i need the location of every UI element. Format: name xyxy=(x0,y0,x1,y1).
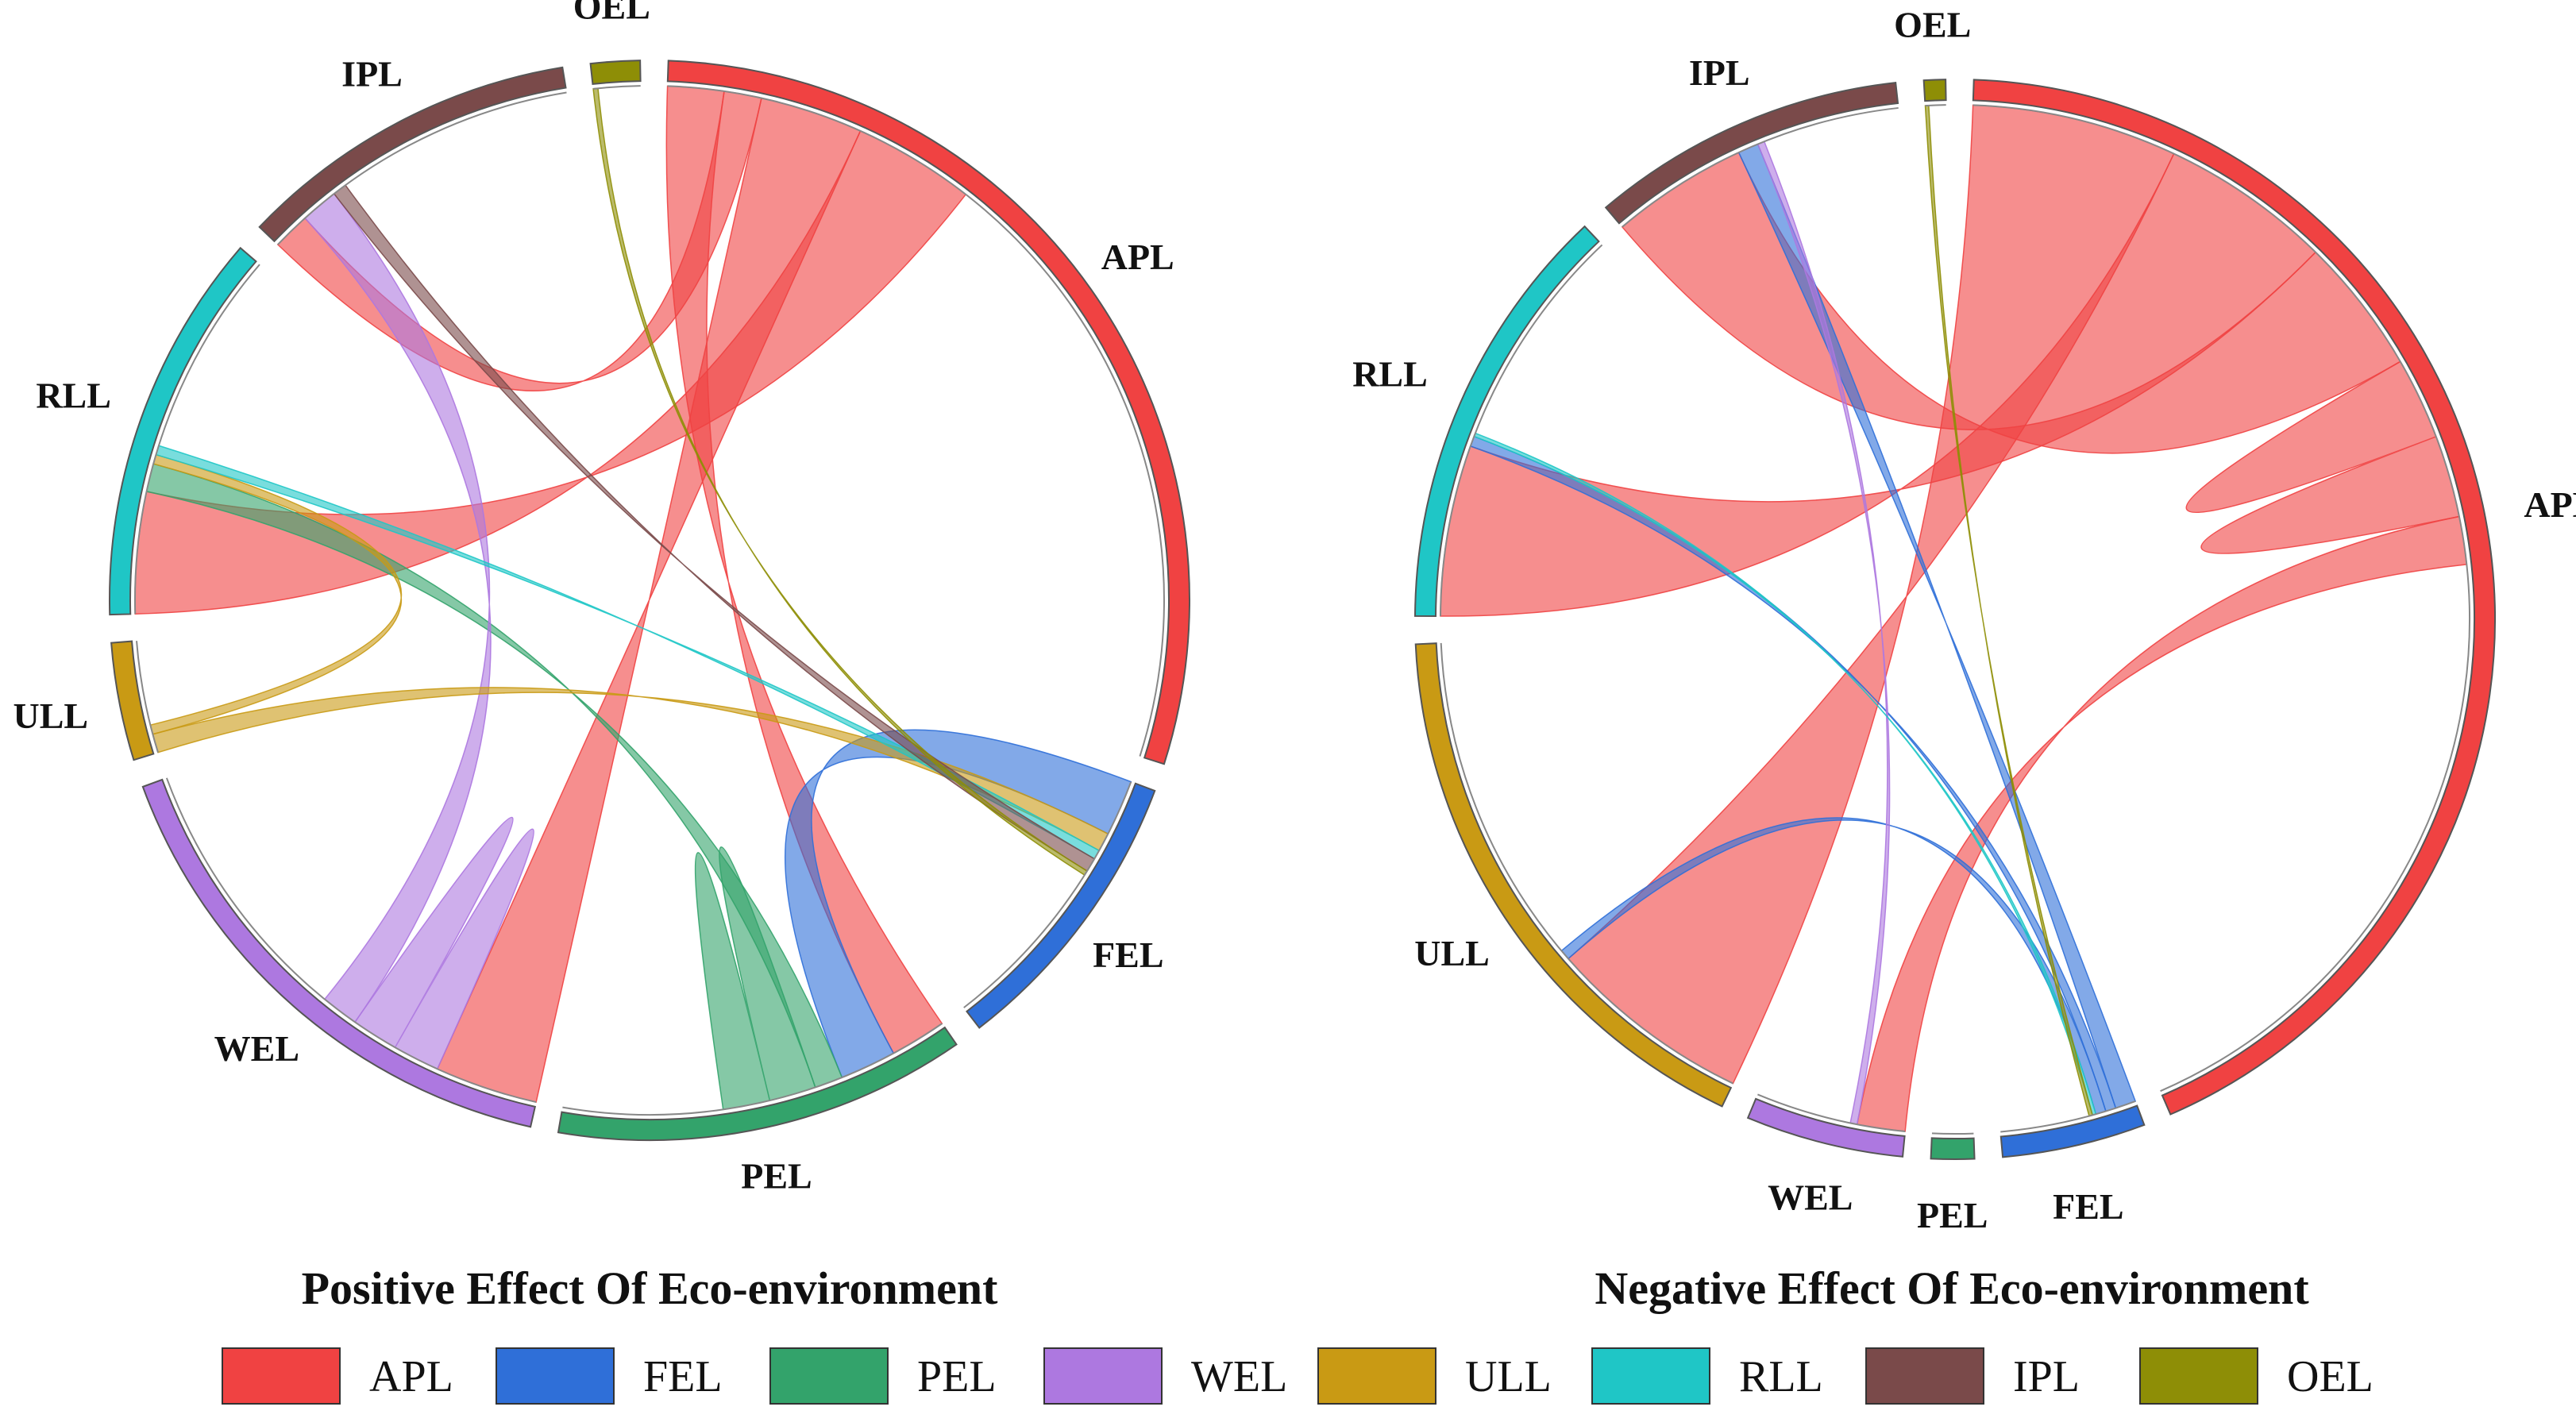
arc-apl xyxy=(666,60,1190,765)
ribbon-apl-rll xyxy=(134,129,967,615)
arc-oel xyxy=(1922,79,1947,102)
arc-ipl xyxy=(1604,82,1899,225)
arc-track-fel xyxy=(2000,1100,2136,1133)
segment-label-rll: RLL xyxy=(36,376,111,416)
arc-track-rll xyxy=(1440,244,1603,617)
legend-label-rll: RLL xyxy=(1739,1352,1823,1401)
arc-track-ipl xyxy=(277,91,567,245)
legend-swatch-oel xyxy=(2139,1347,2258,1405)
arc-track-apl xyxy=(1972,104,2470,1093)
arc-track-fel xyxy=(963,781,1132,1008)
legend-label-oel: OEL xyxy=(2287,1352,2374,1401)
legend-swatch-pel xyxy=(769,1347,889,1405)
ribbon-apl-wel xyxy=(436,97,862,1103)
legend-label-fel: FEL xyxy=(643,1352,723,1401)
chart-title-negative: Negative Effect Of Eco-environment xyxy=(1595,1262,2309,1314)
segment-label-apl: APL xyxy=(1101,237,1174,277)
segment-label-wel: WEL xyxy=(1768,1177,1853,1218)
arc-track-oel xyxy=(592,85,641,90)
arc-track-pel xyxy=(1931,1132,1974,1135)
segment-label-oel: OEL xyxy=(573,0,650,27)
legend-label-apl: APL xyxy=(369,1352,453,1401)
arc-rll xyxy=(109,246,257,616)
arc-apl xyxy=(1972,79,2496,1116)
arc-track-ipl xyxy=(1622,106,1899,228)
arc-wel xyxy=(141,778,537,1128)
positive-effect-chord-diagram: APL FEL PEL WEL ULL RLL IPL OEL xyxy=(13,0,1190,1197)
arc-pel xyxy=(1930,1137,1976,1160)
segment-label-pel: PEL xyxy=(741,1156,812,1197)
segment-label-fel: FEL xyxy=(1093,935,1163,975)
arc-track-apl xyxy=(667,85,1165,757)
arc-wel xyxy=(1746,1097,1906,1158)
segment-label-ipl: IPL xyxy=(341,53,403,94)
arc-oel xyxy=(589,60,642,86)
legend-label-ipl: IPL xyxy=(2013,1352,2080,1401)
legend-swatch-rll xyxy=(1591,1347,1710,1405)
negative-effect-chord-diagram: APL FEL PEL WEL ULL RLL IPL OEL xyxy=(1352,5,2576,1235)
arc-ull xyxy=(110,640,155,761)
legend: APL FEL PEL WEL ULL RLL IPL OEL xyxy=(222,1347,2374,1405)
legend-label-wel: WEL xyxy=(1191,1352,1287,1401)
arc-track-pel xyxy=(562,1023,943,1116)
segment-label-ull: ULL xyxy=(1414,933,1490,973)
legend-swatch-ull xyxy=(1317,1347,1436,1405)
segment-label-ull: ULL xyxy=(13,696,88,736)
legend-label-ull: ULL xyxy=(1465,1352,1552,1401)
arc-track-wel xyxy=(1757,1093,1906,1132)
segment-label-wel: WEL xyxy=(214,1028,299,1069)
arc-fel xyxy=(966,782,1156,1029)
arc-pel xyxy=(557,1026,958,1141)
segment-label-fel: FEL xyxy=(2053,1186,2123,1227)
arc-track-oel xyxy=(1925,104,1946,107)
segment-label-oel: OEL xyxy=(1894,5,1971,45)
arc-track-ull xyxy=(136,641,159,753)
legend-swatch-wel xyxy=(1043,1347,1163,1405)
arc-track-ull xyxy=(1440,642,1733,1085)
segment-label-ipl: IPL xyxy=(1689,52,1750,93)
segment-label-pel: PEL xyxy=(1917,1195,1988,1235)
segment-label-apl: APL xyxy=(2524,484,2576,525)
arc-track-wel xyxy=(165,777,537,1104)
legend-label-pel: PEL xyxy=(917,1352,997,1401)
arc-ull xyxy=(1414,642,1733,1108)
arc-fel xyxy=(1999,1104,2146,1158)
ribbon-apl-wel xyxy=(1856,515,2468,1132)
arc-ipl xyxy=(258,66,567,243)
chart-title-positive: Positive Effect Of Eco-environment xyxy=(302,1262,998,1314)
legend-swatch-ipl xyxy=(1865,1347,1984,1405)
legend-swatch-fel xyxy=(496,1347,615,1405)
segment-label-rll: RLL xyxy=(1352,353,1428,394)
arc-rll xyxy=(1414,225,1600,617)
arc-track-rll xyxy=(134,264,260,615)
legend-swatch-apl xyxy=(222,1347,341,1405)
